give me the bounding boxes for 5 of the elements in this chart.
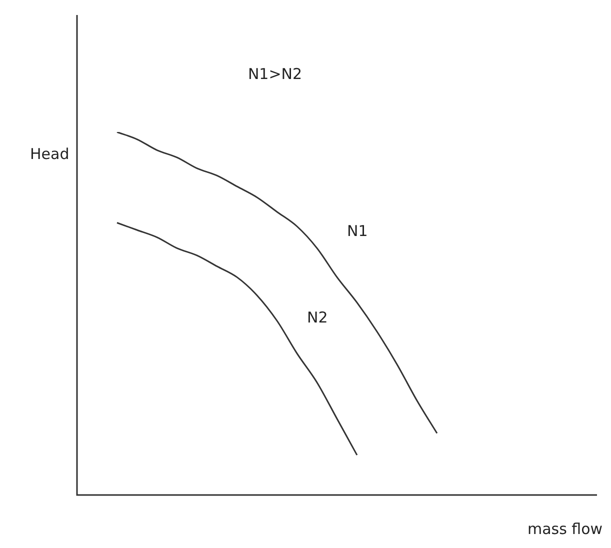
text: N1>N2 xyxy=(248,64,302,83)
y-axis-title: Head xyxy=(30,144,70,163)
series-label: N1 xyxy=(347,222,368,240)
series-label: N2 xyxy=(307,308,328,326)
x-axis-title: mass flow xyxy=(527,520,603,538)
